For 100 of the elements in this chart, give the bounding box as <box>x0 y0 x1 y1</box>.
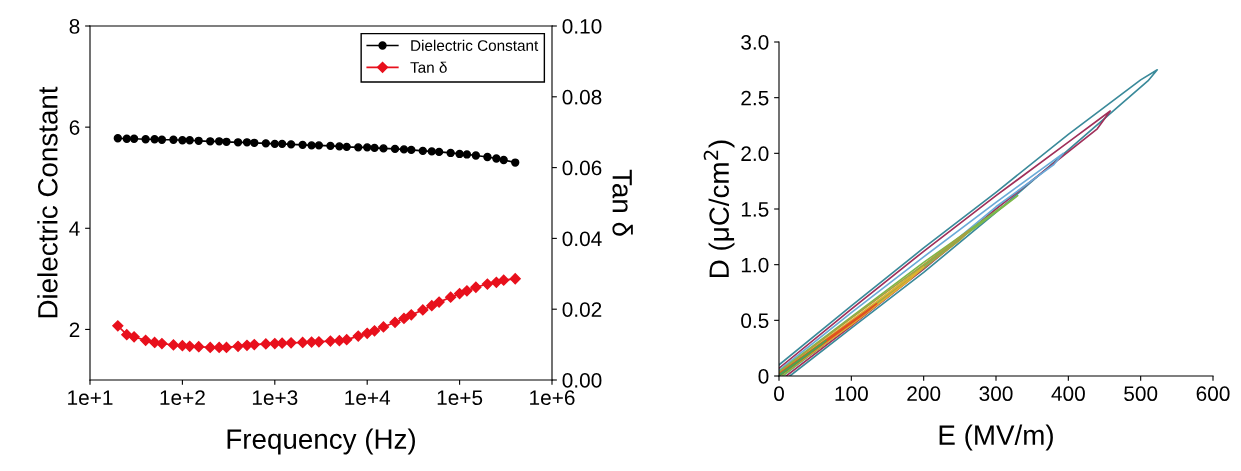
point <box>462 150 472 159</box>
point <box>112 320 124 332</box>
point <box>417 304 429 316</box>
line-series <box>779 68 1159 376</box>
point <box>128 331 140 343</box>
point <box>354 143 363 152</box>
point <box>453 288 466 300</box>
point <box>185 136 194 145</box>
point <box>398 312 410 325</box>
point <box>498 274 510 286</box>
line-series <box>779 302 878 376</box>
y2-tick-label: 0.02 <box>562 302 602 317</box>
y-axis-title: D (μC/cm$^{2}$) <box>703 140 735 277</box>
legend-label: Dielectric Constant <box>411 39 539 51</box>
point <box>433 296 445 308</box>
point <box>483 152 492 162</box>
y2-tick-label: 0.08 <box>562 89 602 105</box>
point <box>426 300 438 312</box>
point <box>335 142 344 151</box>
y-tick-label: 4 <box>69 221 80 236</box>
line-series <box>779 110 1112 376</box>
point <box>379 144 388 153</box>
point <box>342 142 351 152</box>
point <box>270 139 279 148</box>
y-tick-label: 8 <box>69 19 80 34</box>
point <box>150 135 159 144</box>
line-series <box>779 339 827 376</box>
legend-label: Tan δ <box>410 61 447 73</box>
point <box>407 145 416 155</box>
point <box>461 285 473 297</box>
y2-tick-label: 0.04 <box>562 231 602 247</box>
point <box>418 146 427 156</box>
point <box>206 137 215 146</box>
point <box>298 140 307 150</box>
point <box>389 316 401 328</box>
point <box>434 147 444 157</box>
point <box>341 334 353 346</box>
point <box>167 339 180 351</box>
point <box>194 136 203 145</box>
point <box>471 151 481 160</box>
point <box>445 291 457 303</box>
x-tick-label: 1e+1 <box>68 390 113 406</box>
point <box>141 135 150 144</box>
y-tick-label: 6 <box>69 120 80 135</box>
point <box>233 138 243 147</box>
point <box>140 334 152 346</box>
point <box>169 135 178 144</box>
point <box>250 138 259 147</box>
point <box>370 143 379 153</box>
point <box>261 139 271 148</box>
point <box>286 140 296 149</box>
point <box>509 273 521 285</box>
y-tick-label: 2.0 <box>741 146 769 162</box>
point <box>499 155 508 165</box>
y-tick-label: 3.0 <box>741 35 769 50</box>
point <box>455 149 464 159</box>
point <box>511 158 520 167</box>
point <box>242 138 252 147</box>
point <box>377 321 390 333</box>
point <box>326 141 335 151</box>
point <box>178 136 187 145</box>
point <box>481 278 494 290</box>
point <box>113 134 122 143</box>
line-series <box>779 266 925 376</box>
x-tick-label: 400 <box>1051 386 1085 402</box>
point <box>232 340 244 352</box>
point <box>427 147 436 156</box>
y-tick-label: 1.5 <box>741 202 769 217</box>
point <box>446 148 455 158</box>
y2-tick-label: 0.10 <box>562 19 602 34</box>
point <box>122 134 131 143</box>
x-axis-title: E (MV/m) <box>939 424 1053 451</box>
x-tick-label: 1e+2 <box>160 390 205 406</box>
point <box>399 145 409 154</box>
point <box>368 325 381 337</box>
point <box>307 141 316 150</box>
point <box>204 341 216 354</box>
x-tick-label: 200 <box>907 386 941 402</box>
y-tick-label: 0.5 <box>741 313 769 329</box>
point <box>215 137 224 146</box>
x-axis-title: Frequency (Hz) <box>227 428 415 455</box>
x-tick-label: 1e+4 <box>345 390 391 406</box>
point <box>363 143 372 152</box>
y-axis-title: Dielectric Constant <box>37 86 58 318</box>
x-tick-label: 1e+3 <box>252 390 298 406</box>
x-tick-label: 300 <box>979 386 1013 402</box>
point <box>222 137 231 146</box>
x-tick-label: 100 <box>835 386 868 402</box>
point <box>285 337 297 349</box>
point <box>184 340 196 352</box>
x-tick-label: 0 <box>774 386 784 402</box>
point <box>157 135 167 144</box>
point <box>390 144 400 154</box>
x-tick-label: 1e+5 <box>437 390 483 406</box>
point <box>193 341 205 353</box>
point <box>352 330 364 342</box>
x-tick-label: 600 <box>1196 386 1230 402</box>
y-tick-label: 0 <box>758 369 769 384</box>
point <box>492 154 501 163</box>
y2-tick-label: 0.06 <box>562 160 602 176</box>
